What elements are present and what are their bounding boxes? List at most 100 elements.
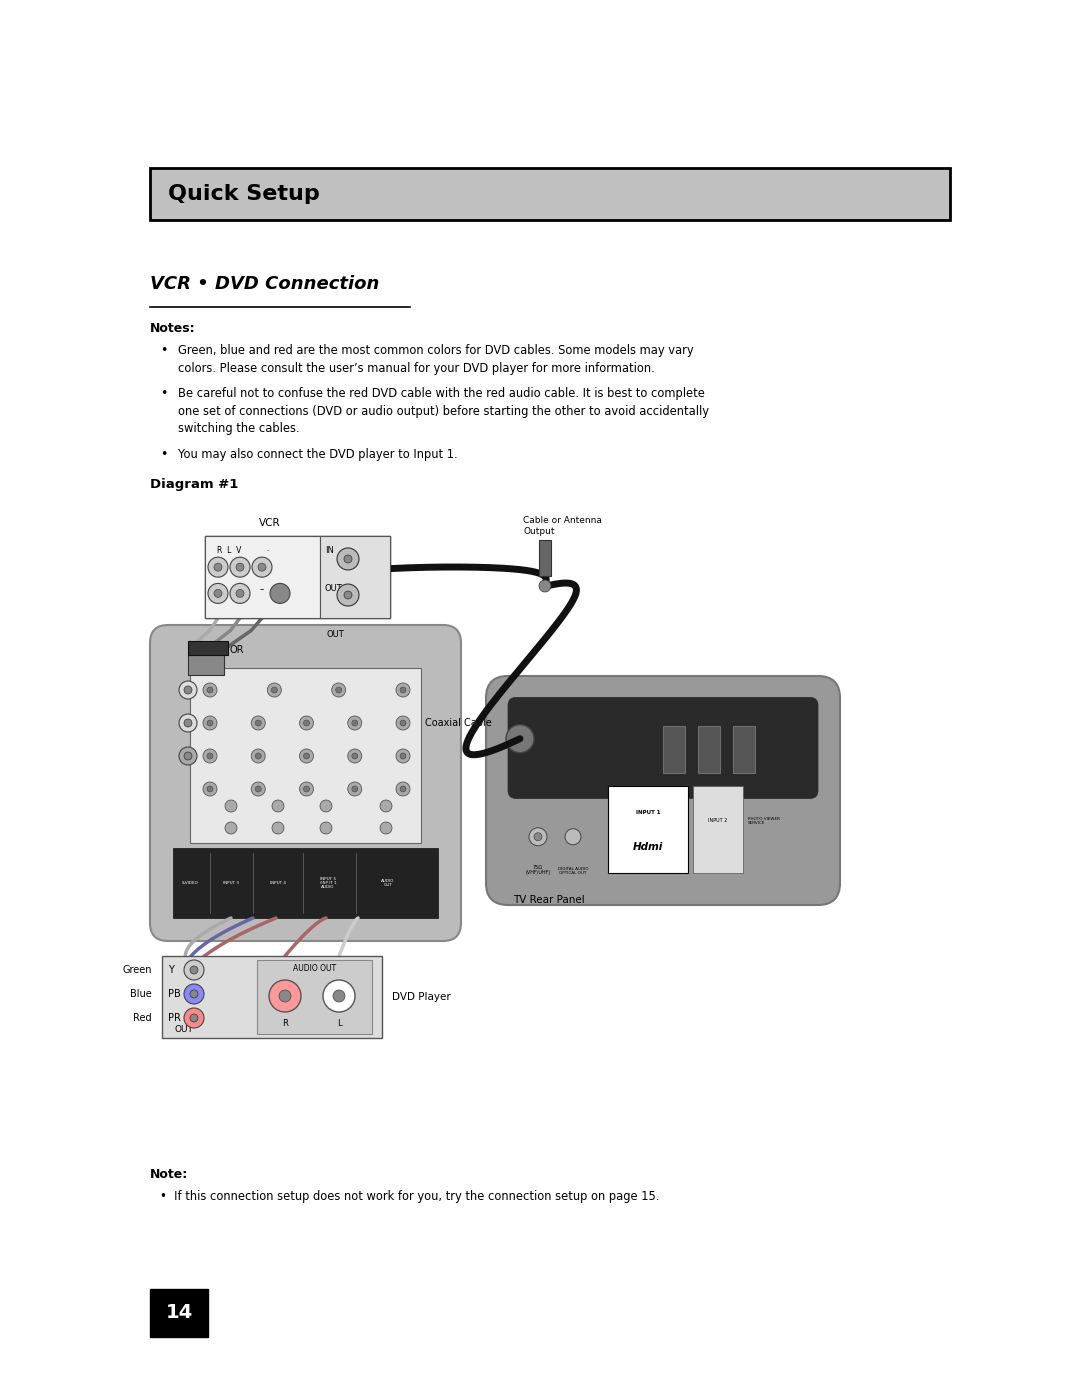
FancyBboxPatch shape xyxy=(150,624,461,942)
Circle shape xyxy=(320,821,332,834)
Text: VCR • DVD Connection: VCR • DVD Connection xyxy=(150,275,379,293)
Circle shape xyxy=(400,719,406,726)
Text: PR: PR xyxy=(168,1013,180,1023)
Circle shape xyxy=(184,960,204,981)
Circle shape xyxy=(184,719,192,726)
Circle shape xyxy=(396,683,410,697)
Text: Notes:: Notes: xyxy=(150,321,195,335)
Text: OUT: OUT xyxy=(326,630,343,638)
FancyBboxPatch shape xyxy=(257,960,372,1034)
Circle shape xyxy=(400,787,406,792)
Circle shape xyxy=(208,557,228,577)
Text: .: . xyxy=(267,546,271,552)
FancyBboxPatch shape xyxy=(663,725,685,773)
Circle shape xyxy=(252,557,272,577)
Circle shape xyxy=(203,717,217,731)
Text: Green, blue and red are the most common colors for DVD cables. Some models may v: Green, blue and red are the most common … xyxy=(178,344,693,374)
Circle shape xyxy=(380,800,392,812)
Text: INPUT 1: INPUT 1 xyxy=(636,810,660,814)
Circle shape xyxy=(337,548,359,570)
Circle shape xyxy=(336,687,341,693)
Circle shape xyxy=(380,821,392,834)
FancyBboxPatch shape xyxy=(608,787,688,873)
FancyBboxPatch shape xyxy=(150,168,950,219)
Circle shape xyxy=(507,725,534,753)
Circle shape xyxy=(207,719,213,726)
Circle shape xyxy=(230,584,249,604)
Text: Note:: Note: xyxy=(150,1168,188,1180)
Text: Y: Y xyxy=(168,965,174,975)
Text: ~: ~ xyxy=(515,733,525,743)
Circle shape xyxy=(272,800,284,812)
Circle shape xyxy=(208,584,228,604)
Circle shape xyxy=(179,714,197,732)
Circle shape xyxy=(299,717,313,731)
Circle shape xyxy=(268,683,281,697)
Circle shape xyxy=(179,747,197,766)
Circle shape xyxy=(303,753,310,759)
Circle shape xyxy=(207,753,213,759)
FancyBboxPatch shape xyxy=(205,536,390,617)
Circle shape xyxy=(303,719,310,726)
Circle shape xyxy=(237,563,244,571)
Circle shape xyxy=(271,687,278,693)
Text: ↔: ↔ xyxy=(212,640,225,655)
Circle shape xyxy=(348,717,362,731)
Circle shape xyxy=(269,981,301,1011)
Circle shape xyxy=(337,584,359,606)
Circle shape xyxy=(396,717,410,731)
FancyBboxPatch shape xyxy=(486,676,840,905)
Text: S-VIDEO: S-VIDEO xyxy=(181,882,199,886)
Circle shape xyxy=(184,752,192,760)
FancyBboxPatch shape xyxy=(320,536,390,617)
Text: INPUT 3: INPUT 3 xyxy=(222,882,239,886)
FancyBboxPatch shape xyxy=(190,668,421,842)
Circle shape xyxy=(252,749,266,763)
Text: Green: Green xyxy=(122,965,152,975)
Text: 75Ω
(VHF/UHF): 75Ω (VHF/UHF) xyxy=(525,865,551,875)
Text: •  If this connection setup does not work for you, try the connection setup on p: • If this connection setup does not work… xyxy=(160,1190,660,1203)
Circle shape xyxy=(279,990,291,1002)
Text: Blue: Blue xyxy=(131,989,152,999)
Text: You may also connect the DVD player to Input 1.: You may also connect the DVD player to I… xyxy=(178,447,458,461)
Text: IN: IN xyxy=(325,546,334,555)
Circle shape xyxy=(270,584,291,604)
Text: OUT: OUT xyxy=(175,1025,193,1034)
Circle shape xyxy=(258,563,266,571)
Circle shape xyxy=(203,683,217,697)
Text: DIGITAL AUDIO
OPTICAL OUT: DIGITAL AUDIO OPTICAL OUT xyxy=(557,866,589,875)
Text: VCR: VCR xyxy=(259,518,281,528)
Circle shape xyxy=(345,555,352,563)
Text: DVD Player: DVD Player xyxy=(392,992,450,1002)
Circle shape xyxy=(225,800,237,812)
Circle shape xyxy=(352,787,357,792)
Text: Be careful not to confuse the red DVD cable with the red audio cable. It is best: Be careful not to confuse the red DVD ca… xyxy=(178,387,708,434)
Circle shape xyxy=(348,782,362,796)
FancyBboxPatch shape xyxy=(188,655,224,675)
Text: OR: OR xyxy=(229,645,243,655)
Circle shape xyxy=(348,749,362,763)
Text: TV Rear Panel: TV Rear Panel xyxy=(513,895,584,905)
Circle shape xyxy=(352,719,357,726)
Text: R  L  V: R L V xyxy=(217,546,241,555)
Circle shape xyxy=(230,557,249,577)
Circle shape xyxy=(400,753,406,759)
Circle shape xyxy=(565,828,581,845)
Circle shape xyxy=(539,580,551,592)
Circle shape xyxy=(333,990,345,1002)
Circle shape xyxy=(272,821,284,834)
Circle shape xyxy=(207,687,213,693)
Text: –: – xyxy=(260,585,265,594)
Circle shape xyxy=(203,782,217,796)
Circle shape xyxy=(184,686,192,694)
Text: Coaxial Cable: Coaxial Cable xyxy=(426,718,491,728)
Circle shape xyxy=(529,828,546,845)
Text: L: L xyxy=(337,1018,341,1028)
Text: Cable or Antenna
Output: Cable or Antenna Output xyxy=(523,515,602,536)
Circle shape xyxy=(252,717,266,731)
Text: OUT: OUT xyxy=(325,584,342,592)
Text: PB: PB xyxy=(168,989,180,999)
FancyBboxPatch shape xyxy=(188,641,228,655)
Circle shape xyxy=(184,1009,204,1028)
Circle shape xyxy=(396,749,410,763)
